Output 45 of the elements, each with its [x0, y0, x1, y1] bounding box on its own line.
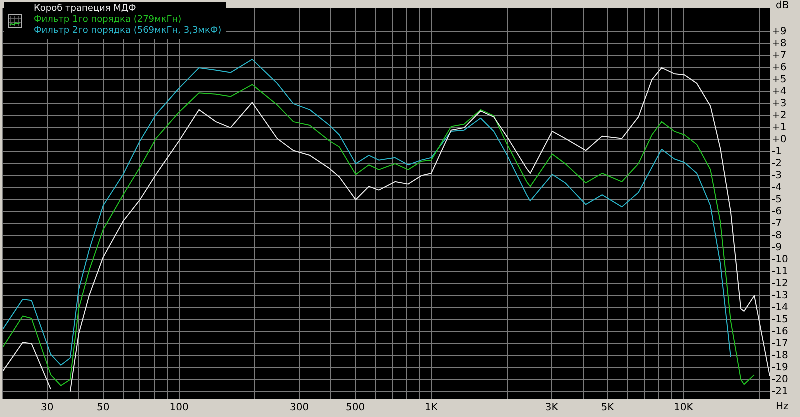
y-tick-label: -1 — [772, 146, 782, 158]
x-tick-label: 300 — [290, 402, 310, 414]
x-tick-label: 1K — [424, 402, 438, 414]
y-tick-label: +2 — [772, 110, 787, 122]
y-tick-label: -19 — [772, 362, 788, 374]
y-tick-label: -20 — [772, 374, 788, 386]
y-tick-label: -3 — [772, 170, 782, 182]
y-tick-label: -16 — [772, 326, 788, 338]
y-tick-label: +6 — [772, 62, 787, 74]
x-tick-label: 10K — [674, 402, 694, 414]
y-tick-label: -4 — [772, 182, 782, 194]
y-tick-label: -6 — [772, 206, 782, 218]
x-tick-label: 3K — [545, 402, 559, 414]
y-tick-label: -15 — [772, 314, 788, 326]
legend-label: Фильтр 1го порядка (279мкГн) — [34, 15, 183, 26]
text: Фильтр 2го порядка (569мкГн, 3,3мкФ) — [34, 26, 222, 37]
y-tick-label: +5 — [772, 74, 787, 86]
y-tick-label: -10 — [772, 254, 788, 266]
y-tick-label: -21 — [772, 386, 788, 398]
y-tick-label: -11 — [772, 266, 788, 278]
x-tick-label: 50 — [96, 402, 110, 414]
y-tick-label: -7 — [772, 218, 782, 230]
x-tick-label: 30 — [41, 402, 54, 414]
x-tick-label: 5K — [601, 402, 615, 414]
y-tick-label: -18 — [772, 350, 788, 362]
y-tick-label: +1 — [772, 122, 787, 134]
x-axis-title: Hz — [776, 402, 789, 413]
y-tick-label: +9 — [772, 26, 787, 38]
y-tick-label: +0 — [772, 134, 787, 146]
y-tick-label: -13 — [772, 290, 788, 302]
y-tick-label: -12 — [772, 278, 788, 290]
y-tick-label: -2 — [772, 158, 782, 170]
y-tick-label: +8 — [772, 38, 787, 50]
y-tick-label: -9 — [772, 242, 782, 254]
y-tick-label: +3 — [772, 98, 787, 110]
y-tick-label: -17 — [772, 338, 788, 350]
y-tick-label: -5 — [772, 194, 782, 206]
y-tick-label: -14 — [772, 302, 788, 314]
text: Короб трапеция МДФ — [34, 4, 138, 15]
x-tick-label: 100 — [170, 402, 189, 414]
y-axis-title: dB — [776, 0, 790, 12]
y-tick-label: -8 — [772, 230, 782, 242]
y-tick-label: +4 — [772, 86, 787, 98]
y-tick-label: +7 — [772, 50, 787, 62]
x-tick-label: 500 — [346, 402, 366, 414]
